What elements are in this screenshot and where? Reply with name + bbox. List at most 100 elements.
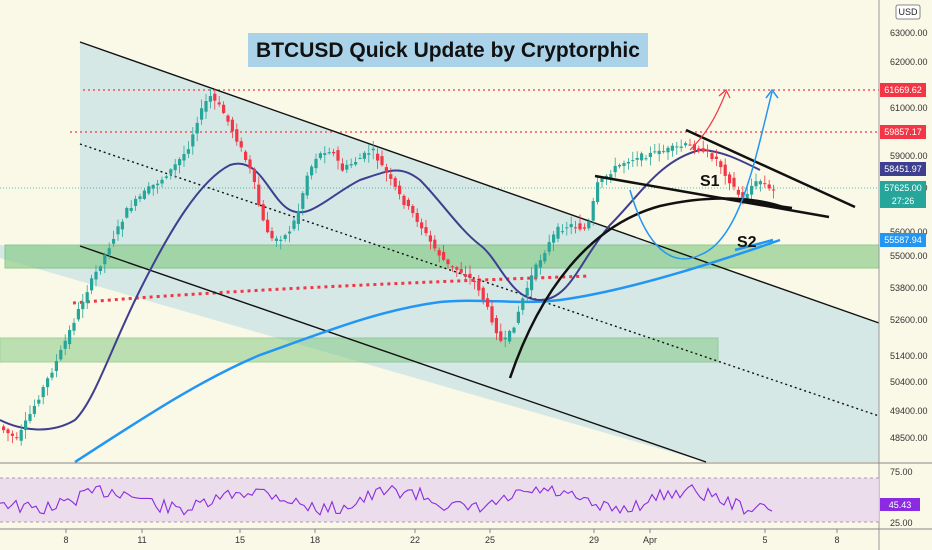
price-label-badge bbox=[880, 181, 926, 195]
candle-body bbox=[494, 317, 498, 334]
candle-body bbox=[591, 201, 595, 221]
candle-body bbox=[37, 399, 41, 404]
currency-button-label: USD bbox=[898, 7, 918, 17]
candle-body bbox=[288, 231, 292, 234]
candle-body bbox=[534, 264, 538, 278]
candle-body bbox=[530, 275, 534, 291]
candle-body bbox=[578, 223, 582, 230]
candle-body bbox=[758, 181, 762, 185]
candle-body bbox=[415, 213, 419, 222]
candle-body bbox=[600, 178, 604, 183]
price-tick: 59000.00 bbox=[890, 151, 928, 161]
candle-body bbox=[732, 177, 736, 187]
time-tick: 25 bbox=[485, 535, 495, 545]
candle-body bbox=[468, 273, 472, 279]
candle-body bbox=[94, 271, 98, 280]
price-label-badge bbox=[880, 194, 926, 208]
candle-body bbox=[296, 210, 300, 224]
candle-body bbox=[327, 152, 331, 154]
price-label: 57625.00 bbox=[884, 183, 922, 193]
channel-upper-line bbox=[79, 41, 880, 324]
candle-body bbox=[59, 349, 63, 360]
candle-body bbox=[626, 161, 630, 164]
candle-body bbox=[657, 150, 661, 155]
candle-body bbox=[235, 129, 239, 142]
candle-body bbox=[538, 260, 542, 268]
candle-body bbox=[182, 153, 186, 161]
candle-body bbox=[283, 235, 287, 239]
candle-body bbox=[270, 231, 274, 239]
candle-body bbox=[6, 429, 10, 434]
currency-button[interactable] bbox=[895, 4, 921, 20]
price-tick: 50400.00 bbox=[890, 377, 928, 387]
candle-body bbox=[340, 163, 344, 171]
annotation-s1: S1 bbox=[700, 173, 720, 190]
candle-body bbox=[266, 219, 270, 233]
candle-body bbox=[134, 198, 138, 206]
candle-body bbox=[98, 266, 102, 272]
candle-body bbox=[323, 153, 327, 156]
candle-body bbox=[472, 280, 476, 283]
candle-body bbox=[631, 160, 635, 162]
candle-body bbox=[217, 102, 221, 105]
support-arc bbox=[508, 197, 791, 379]
candle-body bbox=[459, 269, 463, 273]
candle-body bbox=[380, 156, 384, 166]
candle-body bbox=[244, 151, 248, 161]
candle-body bbox=[173, 164, 177, 171]
candle-body bbox=[411, 205, 415, 214]
candle-body bbox=[116, 226, 120, 235]
candle-body bbox=[389, 174, 393, 179]
rsi-band bbox=[0, 478, 879, 522]
candle-body bbox=[2, 426, 6, 431]
candle-body bbox=[481, 287, 485, 300]
candle-body bbox=[688, 144, 692, 146]
candle-body bbox=[213, 93, 217, 101]
candle-body bbox=[164, 176, 168, 178]
candle-body bbox=[147, 186, 151, 194]
rsi-value-label: 45.43 bbox=[889, 500, 912, 510]
time-tick: Apr bbox=[643, 535, 657, 545]
candle-body bbox=[384, 167, 388, 173]
candle-body bbox=[200, 108, 204, 120]
candle-body bbox=[76, 308, 80, 320]
candle-body bbox=[728, 174, 732, 184]
candle-body bbox=[697, 148, 701, 152]
candle-body bbox=[692, 144, 696, 151]
ma-long-line bbox=[74, 238, 781, 464]
projection-curve-red bbox=[689, 91, 727, 151]
candle-body bbox=[292, 220, 296, 229]
candle-body bbox=[574, 227, 578, 229]
candle-body bbox=[543, 253, 547, 262]
s1-line bbox=[719, 196, 793, 210]
candle-body bbox=[433, 239, 437, 249]
candle-body bbox=[547, 242, 551, 252]
candle-body bbox=[662, 151, 666, 153]
price-tick: 48500.00 bbox=[890, 433, 928, 443]
candle-body bbox=[670, 145, 674, 151]
candle-body bbox=[741, 192, 745, 198]
candle-body bbox=[208, 96, 212, 102]
candle-body bbox=[516, 311, 520, 323]
candle-body bbox=[169, 169, 173, 174]
price-tick: 55000.00 bbox=[890, 251, 928, 261]
time-tick: 29 bbox=[589, 535, 599, 545]
candle-body bbox=[565, 227, 569, 229]
projection-curve-blue bbox=[629, 91, 773, 260]
candle-body bbox=[767, 184, 771, 189]
candle-body bbox=[41, 386, 45, 398]
candle-body bbox=[477, 280, 481, 291]
candle-body bbox=[503, 337, 507, 340]
candle-body bbox=[120, 221, 124, 230]
price-tick: 49400.00 bbox=[890, 406, 928, 416]
price-tick: 53800.00 bbox=[890, 283, 928, 293]
candle-body bbox=[398, 185, 402, 195]
candle-body bbox=[301, 193, 305, 209]
candle-body bbox=[512, 327, 516, 333]
candle-body bbox=[525, 287, 529, 296]
price-label-badge bbox=[880, 125, 926, 139]
candle-body bbox=[754, 181, 758, 187]
price-label: 61669.62 bbox=[884, 85, 922, 95]
candle-body bbox=[587, 221, 591, 229]
